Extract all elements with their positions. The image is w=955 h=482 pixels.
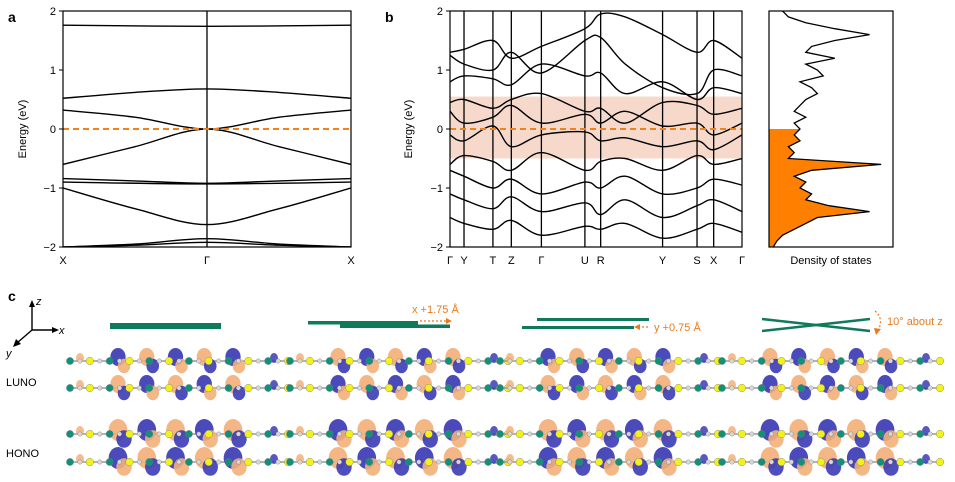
b-kpoint-label: Z [508, 255, 515, 267]
axes-frame-dos [768, 10, 894, 248]
dos-curve [772, 11, 882, 247]
b-ytick-label: 2 [437, 6, 443, 18]
stack-bar-aligned [110, 323, 221, 329]
molecule-chain [496, 375, 723, 401]
b-kpoint-label: Y [659, 255, 667, 267]
b-band-6 [450, 151, 742, 172]
b-ytick-label: 1 [437, 65, 443, 77]
molecule-chain [66, 419, 293, 448]
b-kpoint-label: X [710, 255, 718, 267]
a-kpoint-label: X [347, 255, 355, 267]
coordinate-axes-icon: z x y [5, 296, 65, 360]
molecule-chain [718, 419, 945, 448]
stack-bar-top [308, 321, 418, 325]
molecule-chain [66, 375, 293, 401]
ylabel-b: Energy (eV) [403, 100, 415, 159]
a-band-6 [63, 187, 351, 226]
a-ytick-label: −1 [43, 183, 56, 195]
rotation-arrow-icon [874, 310, 881, 332]
band-structure-a: 210−1−2X Γ X Energy (eV) [17, 6, 355, 267]
b-band-4 [450, 104, 742, 136]
shift-annotations: x +1.75 Å y +0.75 Å 10° about z [412, 303, 943, 335]
b-kpoint-label: S [693, 255, 700, 267]
b-kpoint-label: Γ [447, 255, 453, 267]
b-kpoint-label: Γ [538, 255, 544, 267]
axis-x-label: x [58, 325, 65, 337]
b-ytick-label: −2 [430, 242, 443, 254]
molecule-chain [286, 447, 513, 476]
panel-letter-b: b [385, 9, 394, 25]
molecule-chain [286, 348, 513, 374]
stack-bar-bottom [340, 324, 450, 328]
a-band-1 [63, 88, 351, 99]
b-kpoint-label: T [490, 255, 497, 267]
a-ytick-label: 2 [50, 6, 56, 18]
a-band-8 [63, 241, 351, 247]
xlabel-dos: Density of states [790, 255, 872, 267]
dos-occupied-fill [769, 129, 882, 247]
b-kpoint-label: U [581, 255, 589, 267]
b-kpoint-label: R [597, 255, 605, 267]
band-structure-b: 210−1−2Γ Y T Z Γ U R Y S X Γ Energy (eV) [403, 6, 745, 267]
a-band-5 [63, 181, 351, 185]
b-band-5 [450, 125, 742, 151]
a-kpoint-label: X [59, 255, 67, 267]
b-band-7 [450, 169, 742, 196]
b-kpoint-label: Y [460, 255, 468, 267]
molecular-orbital-images [66, 348, 945, 476]
a-ytick-label: −2 [43, 242, 56, 254]
row-label-hono: HONO [6, 448, 39, 460]
molecule-chain [286, 375, 513, 401]
molecule-chain [718, 375, 945, 401]
b-band-3 [450, 92, 742, 124]
axis-y-label: y [5, 348, 13, 360]
a-band-0 [63, 24, 351, 28]
ylabel-a: Energy (eV) [17, 100, 29, 159]
panel-letter-c: c [8, 288, 16, 304]
stack-bar-y-bottom [522, 326, 634, 329]
molecule-chain [66, 348, 293, 374]
density-of-states: Density of states [768, 10, 894, 267]
stacking-indicators [110, 317, 871, 333]
a-ytick-label: 1 [50, 65, 56, 77]
molecule-chain [66, 447, 293, 476]
a-ytick-label: 0 [50, 124, 56, 136]
stack-bar-y-top [537, 318, 649, 321]
panel-letter-a: a [8, 9, 16, 25]
stack-bar-rot-b [761, 317, 871, 333]
molecule-chain [496, 419, 723, 448]
shift-y-label: y +0.75 Å [654, 321, 701, 334]
molecule-chain [718, 447, 945, 476]
b-band-0 [450, 12, 742, 59]
shift-x-label: x +1.75 Å [412, 303, 459, 316]
b-kpoint-label: Γ [739, 255, 745, 267]
b-ytick-label: 0 [437, 124, 443, 136]
axis-z-label: z [35, 296, 42, 308]
row-label-luno: LUNO [6, 377, 37, 389]
b-ytick-label: −1 [430, 183, 443, 195]
b-band-1 [450, 34, 742, 96]
molecule-chain [496, 348, 723, 374]
a-kpoint-label: Γ [204, 255, 210, 267]
b-band-8 [450, 193, 742, 219]
b-band-2 [450, 63, 742, 101]
molecule-chain [496, 447, 723, 476]
b-band-9 [450, 216, 742, 239]
molecule-chain [718, 348, 945, 374]
molecule-chain [286, 419, 513, 448]
rotation-label: 10° about z [887, 316, 943, 328]
